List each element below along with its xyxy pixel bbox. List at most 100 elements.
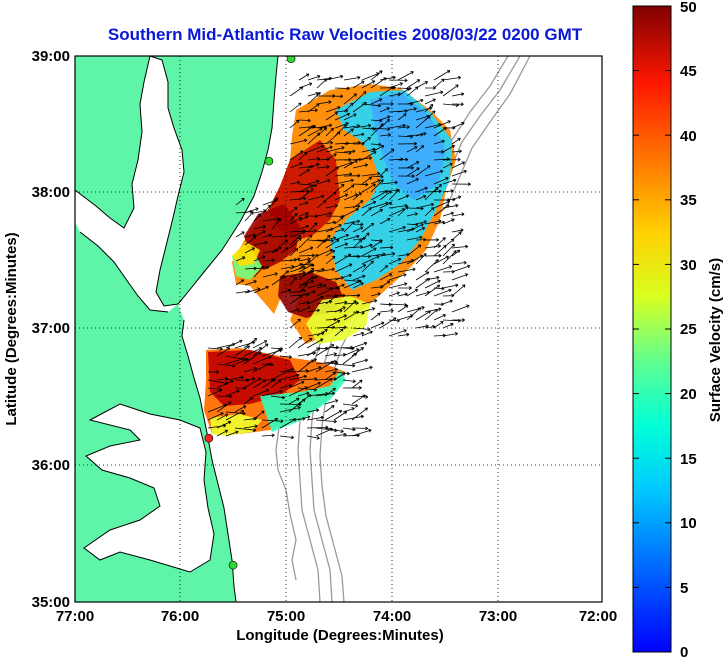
velocity-arrow: [343, 234, 360, 241]
velocity-arrow: [433, 255, 449, 265]
velocity-arrow: [235, 231, 245, 238]
velocity-arrow: [262, 233, 272, 238]
velocity-arrow: [397, 113, 407, 121]
velocity-arrow: [279, 373, 300, 381]
velocity-arrow: [388, 282, 408, 289]
velocity-arrow: [262, 258, 275, 263]
velocity-arrow: [433, 70, 451, 81]
velocity-arrow: [379, 75, 396, 81]
velocity-arrow: [379, 265, 388, 273]
velocity-arrow: [244, 233, 256, 238]
velocity-arrow: [442, 243, 455, 257]
velocity-arrow: [261, 389, 283, 397]
velocity-arrow: [451, 161, 466, 169]
velocity-arrow: [397, 165, 415, 170]
velocity-arrow: [334, 216, 344, 225]
velocity-arrow: [334, 306, 346, 313]
velocity-arrow: [352, 123, 372, 129]
velocity-arrow: [451, 244, 469, 249]
velocity-arrow: [334, 183, 345, 193]
velocity-arrow: [406, 161, 420, 169]
velocity-arrow: [361, 260, 374, 273]
velocity-arrow: [442, 162, 453, 169]
velocity-arrow: [325, 106, 341, 113]
velocity-arrow: [379, 217, 391, 225]
velocity-arrow: [244, 236, 257, 246]
velocity-arrow: [361, 232, 370, 241]
velocity-arrow: [298, 183, 317, 188]
velocity-arrow: [406, 79, 421, 89]
velocity-arrow: [388, 189, 400, 201]
velocity-arrow: [307, 295, 324, 305]
velocity-arrow: [343, 93, 357, 105]
velocity-arrow: [243, 367, 258, 373]
y-tick-label: 37:00: [32, 320, 70, 337]
velocity-arrow: [342, 379, 356, 384]
velocity-arrow: [379, 86, 395, 97]
radar-site-marker: [286, 56, 296, 64]
velocity-arrow: [451, 169, 467, 177]
velocity-arrow: [424, 284, 441, 297]
velocity-arrow: [451, 92, 465, 97]
velocity-arrow: [324, 352, 337, 357]
velocity-arrow: [289, 162, 303, 169]
velocity-arrow: [289, 294, 303, 305]
velocity-arrow: [235, 279, 245, 286]
velocity-arrow: [415, 278, 431, 289]
velocity-arrow: [451, 260, 467, 265]
velocity-arrow: [415, 115, 431, 129]
velocity-arrow: [307, 282, 323, 289]
velocity-arrow: [325, 236, 337, 241]
velocity-arrow: [451, 273, 469, 281]
velocity-arrow: [253, 240, 268, 246]
velocity-arrow: [424, 324, 436, 329]
velocity-arrow: [406, 98, 424, 105]
velocity-arrow: [397, 71, 414, 81]
coastline: [177, 56, 279, 602]
velocity-arrow: [370, 179, 381, 185]
velocity-arrow: [406, 254, 424, 265]
velocity-arrow: [343, 300, 357, 313]
velocity-arrow: [352, 163, 368, 169]
velocity-arrow: [298, 188, 315, 201]
x-tick-label: 74:00: [373, 608, 411, 625]
velocity-arrow: [352, 222, 364, 227]
velocity-arrow: [216, 379, 234, 389]
velocity-arrow: [352, 274, 366, 281]
velocity-arrow: [352, 80, 365, 89]
velocity-arrow: [397, 107, 417, 113]
velocity-arrow: [334, 253, 352, 265]
velocity-arrow: [442, 84, 459, 97]
velocity-arrow: [397, 125, 410, 130]
velocity-arrow: [325, 94, 344, 99]
velocity-arrow: [261, 433, 275, 438]
velocity-arrow: [370, 70, 383, 81]
radar-site-marker: [264, 156, 274, 166]
velocity-arrow: [406, 235, 423, 241]
velocity-arrow: [406, 288, 419, 297]
velocity-arrow: [325, 224, 342, 233]
colorbar-tick-label: 45: [680, 63, 697, 80]
y-tick-label: 36:00: [32, 457, 70, 474]
velocity-arrow: [225, 357, 245, 365]
velocity-arrow: [297, 377, 318, 381]
velocity-arrow: [379, 308, 394, 313]
velocity-arrow: [289, 180, 301, 185]
velocity-arrow: [397, 174, 415, 179]
velocity-arrow: [333, 372, 346, 381]
velocity-arrow: [342, 403, 359, 408]
velocity-arrow: [298, 246, 314, 254]
velocity-arrow: [361, 151, 377, 161]
velocity-arrow: [334, 86, 350, 91]
velocity-arrow: [316, 123, 333, 129]
velocity-arrow: [262, 272, 278, 278]
velocity-arrow: [424, 207, 435, 217]
velocity-arrow: [352, 91, 367, 105]
velocity-arrow: [316, 329, 328, 337]
velocity-arrow: [424, 237, 440, 242]
velocity-arrow: [397, 292, 408, 297]
velocity-arrow: [279, 406, 301, 413]
velocity-arrow: [216, 394, 233, 399]
velocity-arrow: [352, 282, 364, 289]
velocity-arrow: [297, 359, 315, 373]
